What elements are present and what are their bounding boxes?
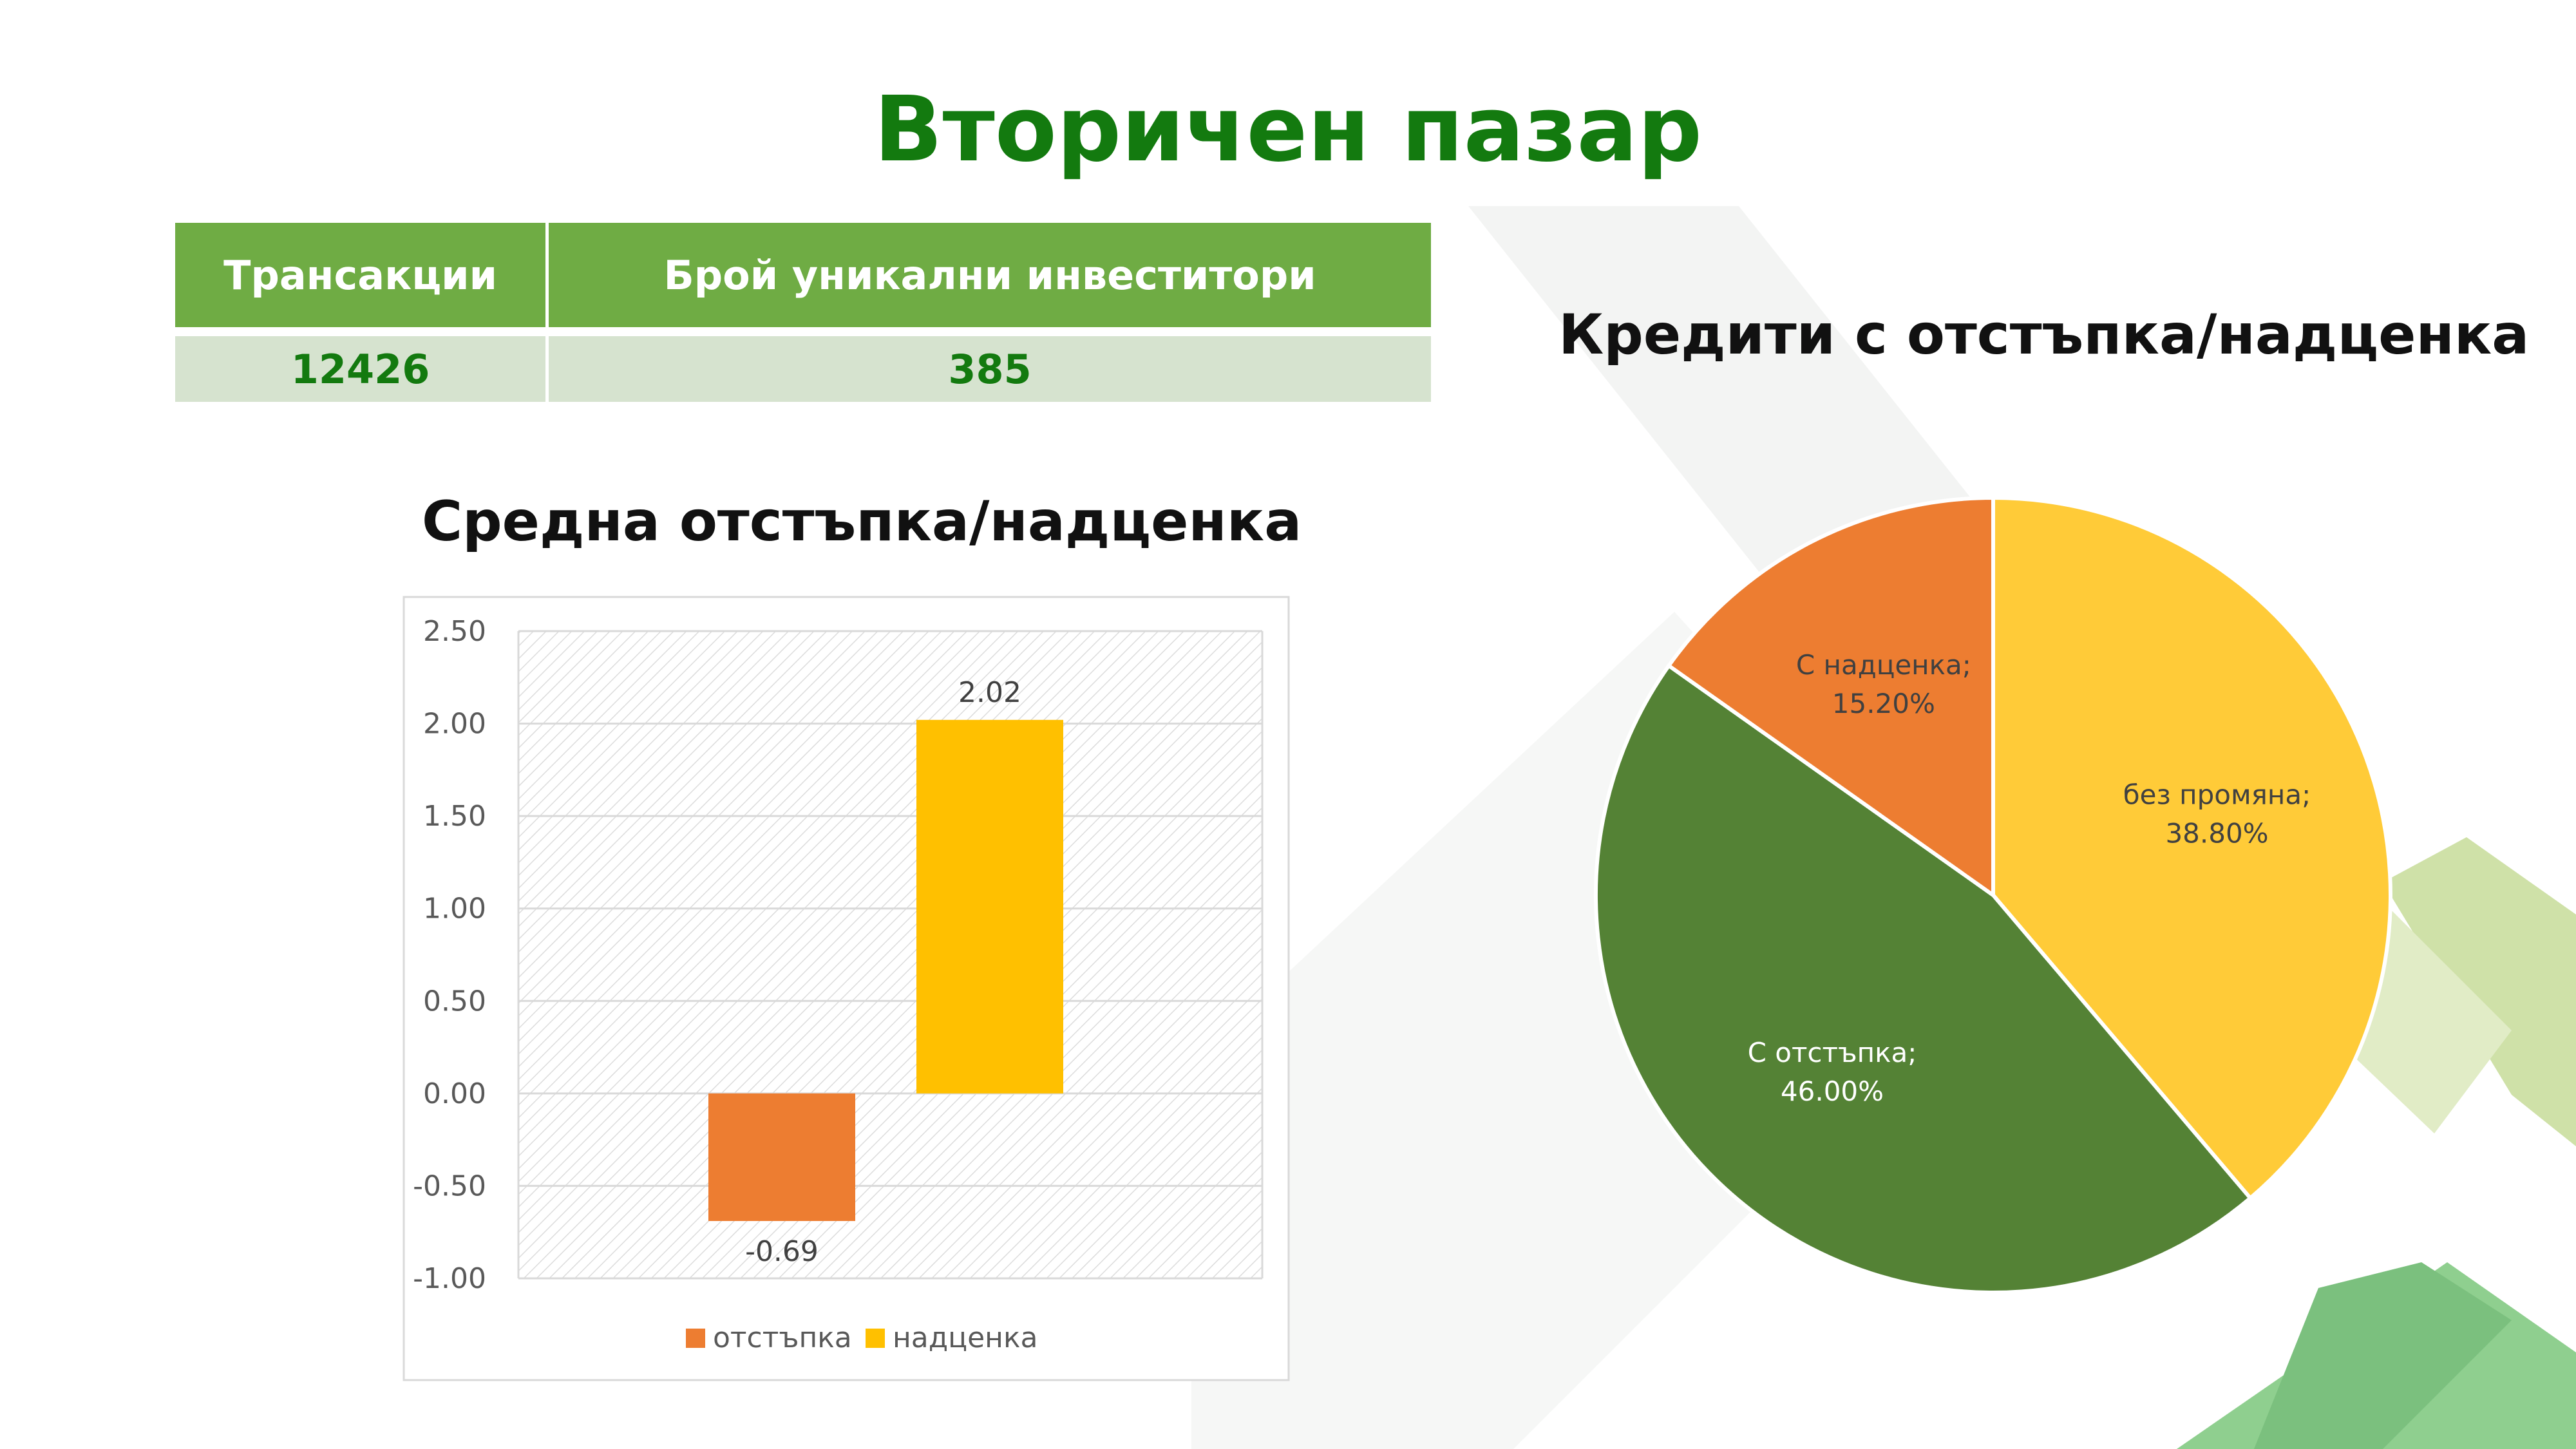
bar-data-label: 2.02 xyxy=(958,676,1021,709)
y-tick-label: 1.50 xyxy=(423,800,486,833)
pie-label-percent: 46.00% xyxy=(1781,1075,1884,1107)
y-tick-label: 0.50 xyxy=(423,985,486,1018)
pie-chart: без промяна; 38.80% С отстъпка; 46.00% С над… xyxy=(1594,495,2392,1294)
plot-area xyxy=(518,631,1262,1278)
bar-отстъпка xyxy=(708,1093,855,1221)
bar-chart-title: Средна отстъпка/надценка xyxy=(422,489,1302,554)
legend-label: надценка xyxy=(893,1321,1037,1354)
pie-label-percent: 38.80% xyxy=(2165,817,2268,849)
stats-table: Трансакции Брой уникални инвеститори 124… xyxy=(175,223,1431,402)
transactions-header: Трансакции xyxy=(175,223,546,327)
unique-investors-value: 385 xyxy=(545,327,1431,402)
bar-chart: 2.50 2.00 1.50 1.00 0.50 0.00 -0.50 -1.00 -0.69… xyxy=(402,596,1290,1381)
y-tick-label: 2.00 xyxy=(423,708,486,741)
bar-надценка xyxy=(916,719,1063,1094)
page-title: Вторичен пазар xyxy=(873,77,1703,182)
pie-chart-title: Кредити с отстъпка/надценка xyxy=(1558,303,2530,367)
y-tick-label: 2.50 xyxy=(423,615,486,648)
y-tick-label: 1.00 xyxy=(423,893,486,925)
pie-label-percent: 15.20% xyxy=(1832,688,1935,719)
legend-label: отстъпка xyxy=(713,1321,852,1354)
pie-label-name: без промяна; xyxy=(2123,779,2311,810)
pie-slice-С отстъпка xyxy=(1594,663,2253,1294)
transactions-value: 12426 xyxy=(175,327,546,402)
legend-swatch xyxy=(866,1329,885,1348)
legend-swatch xyxy=(686,1329,705,1348)
pie-label-name: С надценка; xyxy=(1796,649,1971,681)
pie-slice-С надценка xyxy=(1666,495,1995,899)
y-tick-label: 0.00 xyxy=(423,1077,486,1110)
y-tick-label: -1.00 xyxy=(413,1262,486,1295)
pie-slice-без промяна xyxy=(1991,495,2392,1201)
bar-data-label: -0.69 xyxy=(745,1235,819,1268)
unique-investors-header: Брой уникални инвеститори xyxy=(545,223,1431,327)
pie-label-name: С отстъпка; xyxy=(1748,1037,1917,1068)
y-tick-label: -0.50 xyxy=(413,1170,486,1202)
